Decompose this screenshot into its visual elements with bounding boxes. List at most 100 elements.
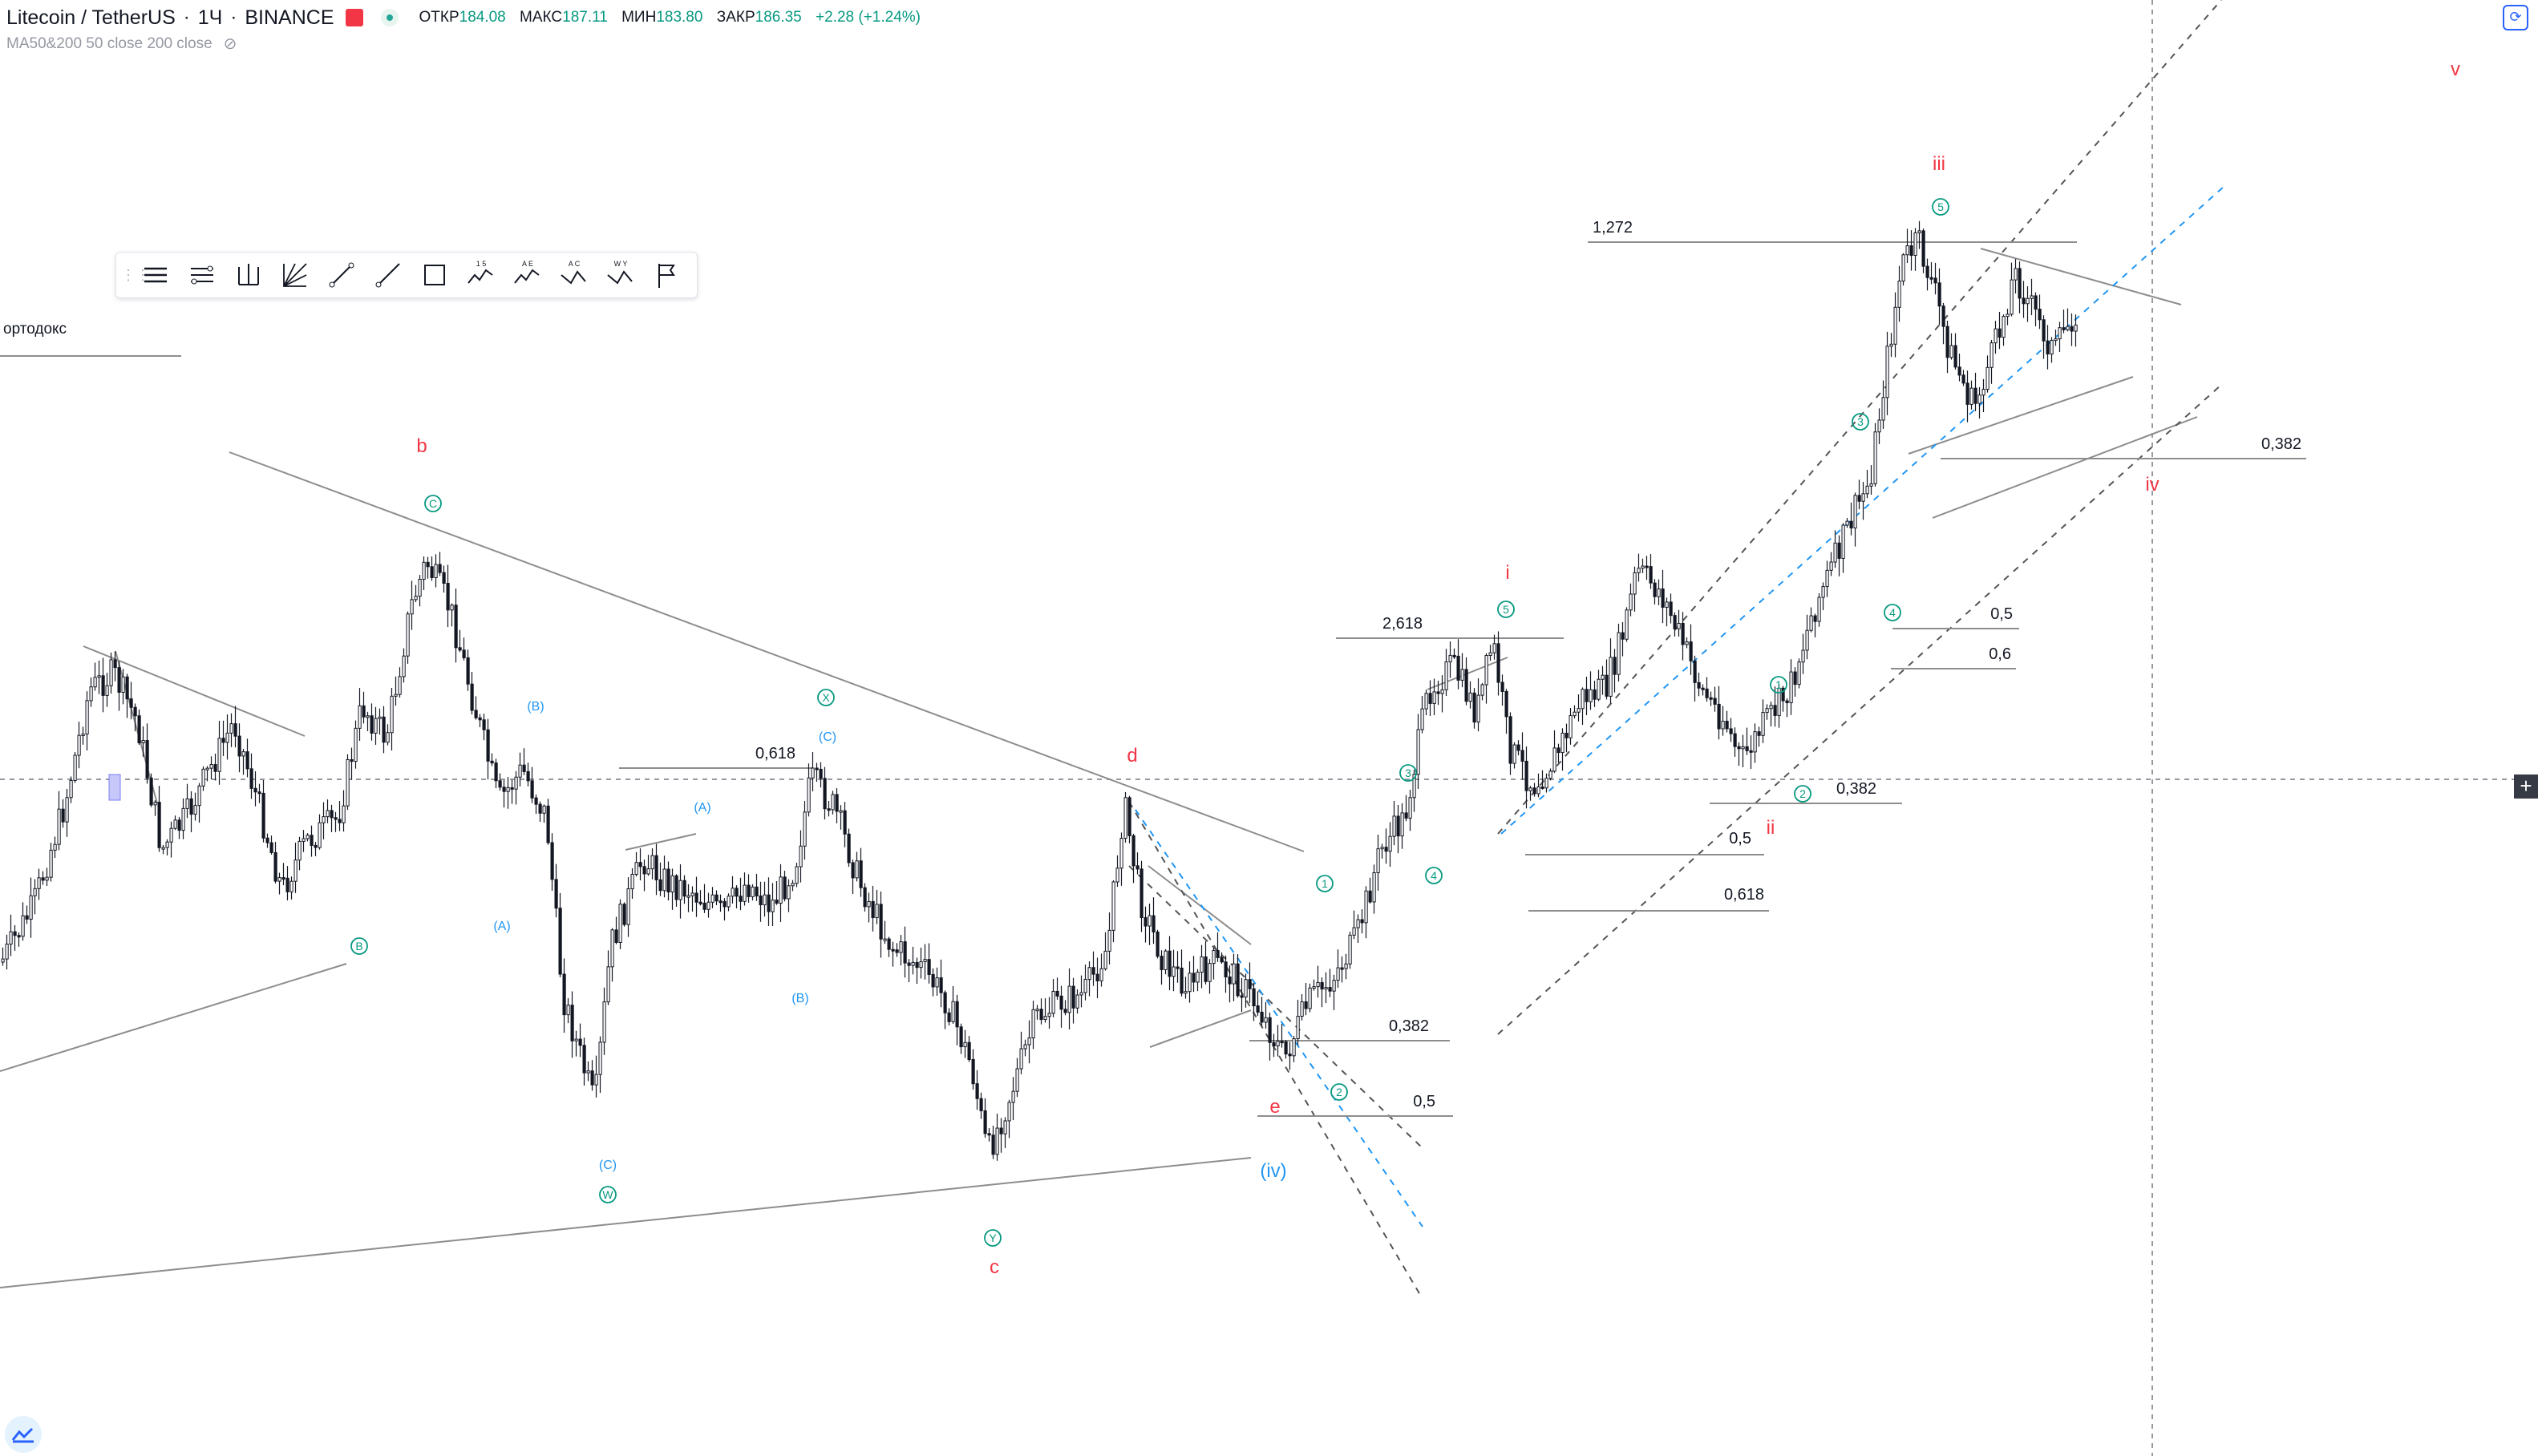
candle-body — [1560, 732, 1564, 754]
candle-body — [2066, 326, 2070, 330]
candle-body — [1569, 715, 1573, 738]
candle-body — [1685, 641, 1689, 645]
wave-12345-icon[interactable]: 1 5 — [461, 256, 501, 294]
candle-body — [1075, 994, 1079, 1009]
candle-body — [121, 676, 125, 693]
line-icon[interactable] — [322, 256, 362, 294]
candle-body — [634, 862, 638, 876]
candle-body — [1661, 588, 1665, 608]
candle-body — [1320, 981, 1324, 990]
candle-body — [1264, 1017, 1268, 1023]
wave-wxy-icon[interactable]: W Y — [601, 256, 641, 294]
candle-body — [273, 851, 277, 882]
candle-body — [418, 579, 422, 597]
candle-body — [1797, 661, 1801, 686]
candle-body — [855, 860, 859, 879]
candle-body — [915, 961, 919, 969]
candle-body — [686, 895, 690, 898]
rectangle-icon[interactable] — [415, 256, 455, 294]
candle-body — [2014, 268, 2018, 281]
interval-label[interactable]: 1Ч — [197, 6, 223, 29]
ohlc-values: ОТКР184.08 МАКС187.11 МИН183.80 ЗАКР186.… — [419, 9, 931, 26]
wave-label-red: ii — [1767, 817, 1775, 839]
candle-body — [161, 847, 165, 850]
candle-body — [1573, 711, 1577, 717]
candle-body — [2022, 297, 2026, 305]
candle-body — [682, 880, 686, 897]
tradingview-logo-icon[interactable] — [5, 1416, 42, 1453]
candle-body — [534, 797, 538, 805]
drag-handle-icon[interactable]: ⋮⋮ — [121, 266, 150, 283]
eye-hidden-icon[interactable]: ⊘ — [223, 35, 237, 53]
exchange-label: BINANCE — [245, 6, 334, 29]
candle-body — [718, 900, 723, 904]
candle-body — [1609, 657, 1613, 697]
candle-body — [49, 849, 53, 878]
candle-body — [201, 768, 205, 787]
candle-body — [1957, 366, 1961, 376]
candle-body — [394, 694, 398, 697]
drawing-toolbar[interactable]: ⋮⋮ 1 5 A E A C W Y — [115, 252, 698, 298]
wave-abcde-icon[interactable]: A E — [508, 256, 548, 294]
symbol-name[interactable]: Litecoin / TetherUS — [6, 6, 176, 29]
ray-icon[interactable] — [368, 256, 408, 294]
candle-body — [779, 876, 783, 904]
candle-body — [1011, 1090, 1015, 1103]
candle-body — [1328, 987, 1332, 992]
candle-body — [9, 931, 13, 945]
indicator-legend[interactable]: MA50&200 50 close 200 close ⊘ — [6, 34, 237, 54]
candle-body — [1172, 966, 1176, 977]
flag-icon[interactable] — [345, 9, 363, 26]
candle-body — [498, 780, 502, 788]
candle-body — [967, 1041, 971, 1061]
candle-body — [943, 992, 947, 1013]
candle-body — [1304, 1001, 1308, 1009]
candle-body — [1192, 973, 1196, 983]
wave-circle — [1794, 785, 1811, 803]
candle-body — [1821, 586, 1825, 598]
flag-icon[interactable] — [647, 256, 687, 294]
candle-body — [13, 931, 17, 936]
candle-body — [955, 1001, 959, 1028]
plus-icon[interactable]: + — [2514, 775, 2538, 799]
candle-body — [1444, 661, 1448, 690]
candle-body — [1164, 950, 1168, 970]
candle-body — [402, 655, 406, 677]
horizontal-lines-icon[interactable] — [136, 256, 176, 294]
candle-body — [1496, 643, 1500, 683]
svg-text:W Y: W Y — [614, 260, 628, 268]
channel-line — [1128, 801, 1423, 1300]
pitchfork-icon[interactable] — [229, 256, 269, 294]
wave-circle — [1932, 198, 1949, 216]
candle-body — [85, 700, 89, 735]
candle-body — [338, 819, 342, 823]
fib-lines-icon[interactable] — [182, 256, 222, 294]
candle-body — [2006, 313, 2010, 317]
candle-body — [995, 1127, 999, 1155]
gann-fan-icon[interactable] — [275, 256, 315, 294]
candle-body — [1236, 963, 1240, 997]
candle-body — [538, 803, 542, 814]
candle-body — [1432, 691, 1436, 704]
candle-body — [1725, 721, 1729, 730]
svg-text:A C: A C — [569, 260, 581, 268]
wave-abc-icon[interactable]: A C — [554, 256, 594, 294]
fullscreen-icon[interactable]: ⟳ — [2503, 5, 2528, 30]
candle-body — [1252, 988, 1256, 1007]
candle-body — [1649, 566, 1653, 584]
candle-body — [1392, 815, 1396, 837]
candle-body — [951, 1001, 955, 1022]
candle-body — [1721, 721, 1725, 730]
candle-body — [658, 879, 662, 892]
candle-body — [1689, 641, 1693, 661]
wave-label-green: 3 — [1857, 415, 1864, 428]
candle-body — [1849, 520, 1853, 529]
candle-body — [1055, 990, 1059, 997]
candle-body — [105, 685, 109, 696]
candle-body — [434, 564, 438, 578]
candle-body — [1897, 281, 1901, 308]
candle-body — [1312, 986, 1316, 989]
candle-body — [1617, 632, 1621, 675]
candle-body — [1352, 927, 1356, 936]
